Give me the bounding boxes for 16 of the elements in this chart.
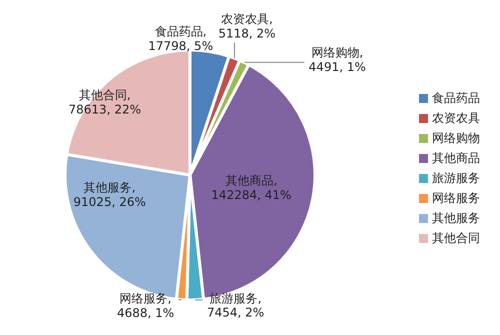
data-label: 其他服务, 91025, 26% [73, 180, 146, 209]
data-label: 其他商品, 142284, 41% [211, 173, 292, 202]
data-label: 其他合同, 78613, 22% [68, 88, 142, 117]
legend-label: 其他服务 [432, 210, 480, 224]
data-label: 食品药品, 17798, 5% [148, 24, 214, 53]
legend-label: 农资农具 [432, 110, 480, 124]
data-label: 农资农具, 5118, 2% [218, 12, 276, 40]
legend-label: 网络购物 [432, 130, 480, 144]
data-label: 网络服务, 4688, 1% [116, 292, 174, 320]
legend-label: 旅游服务 [432, 170, 480, 184]
data-label: 网络购物, 4491, 1% [308, 46, 366, 74]
legend-label: 网络服务 [432, 190, 480, 204]
data-label: 旅游服务, 7454, 2% [207, 291, 264, 320]
legend-label: 食品药品 [432, 90, 480, 104]
legend-label: 其他商品 [432, 150, 480, 164]
legend-label: 其他合同 [432, 230, 480, 244]
